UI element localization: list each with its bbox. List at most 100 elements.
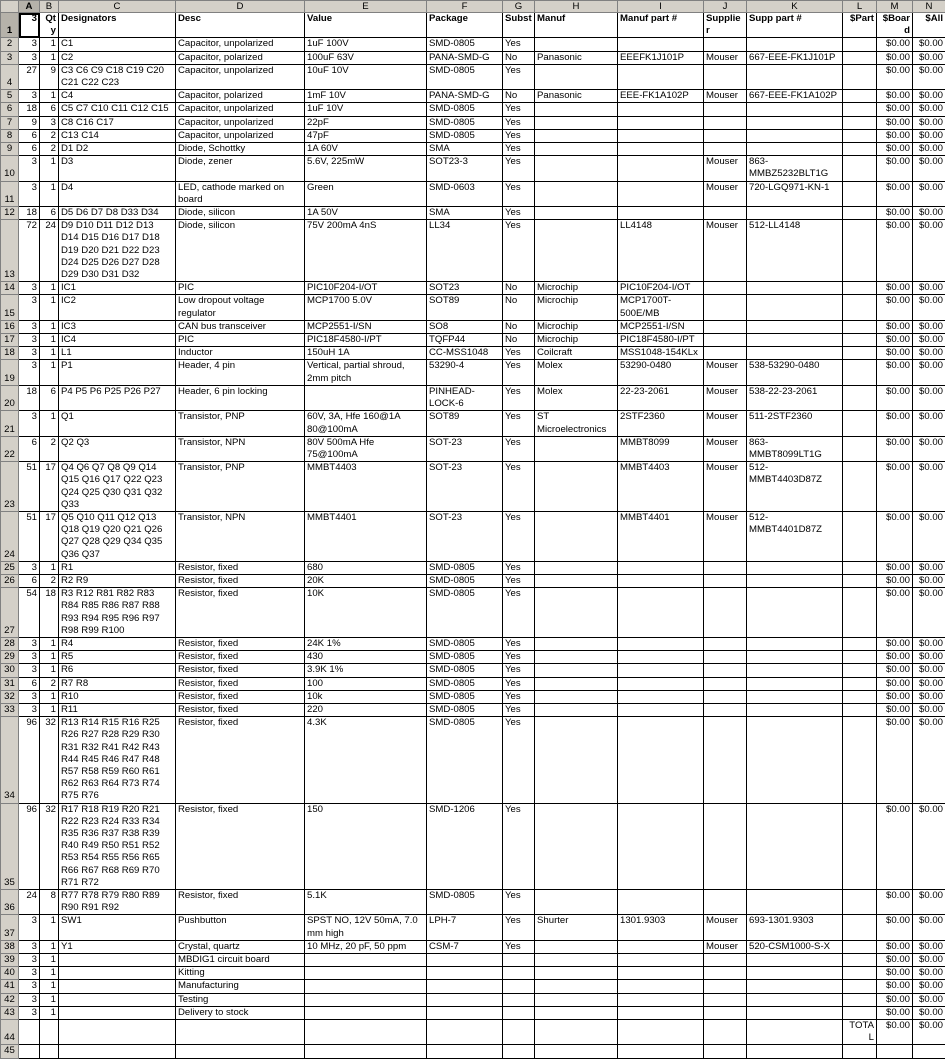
cell-f15[interactable]: SOT89: [427, 295, 503, 320]
cell-g17[interactable]: No: [503, 334, 535, 347]
cell-g21[interactable]: Yes: [503, 411, 535, 436]
cell-i13[interactable]: LL4148: [618, 220, 704, 282]
cell-m17[interactable]: $0.00: [877, 334, 913, 347]
row-header[interactable]: 35: [1, 803, 19, 889]
cell-m45[interactable]: [877, 1045, 913, 1058]
cell-c18[interactable]: L1: [59, 347, 176, 360]
cell-j36[interactable]: [704, 890, 747, 915]
cell-m2[interactable]: $0.00: [877, 38, 913, 51]
cell-l4[interactable]: [843, 64, 877, 89]
cell-j3[interactable]: Mouser: [704, 51, 747, 64]
cell-c37[interactable]: SW1: [59, 915, 176, 940]
cell-l41[interactable]: [843, 980, 877, 993]
cell-g3[interactable]: No: [503, 51, 535, 64]
cell-h20[interactable]: Molex: [535, 385, 618, 410]
row-header[interactable]: 31: [1, 677, 19, 690]
cell-g13[interactable]: Yes: [503, 220, 535, 282]
cell-h39[interactable]: [535, 954, 618, 967]
cell-l44[interactable]: TOTAL: [843, 1020, 877, 1045]
cell-c1[interactable]: Designators: [59, 13, 176, 38]
cell-i42[interactable]: [618, 993, 704, 1006]
cell-l22[interactable]: [843, 436, 877, 461]
cell-m33[interactable]: $0.00: [877, 703, 913, 716]
cell-l12[interactable]: [843, 207, 877, 220]
cell-d34[interactable]: Resistor, fixed: [176, 717, 305, 803]
cell-b22[interactable]: 2: [40, 436, 59, 461]
cell-i43[interactable]: [618, 1006, 704, 1019]
cell-b2[interactable]: 1: [40, 38, 59, 51]
cell-e29[interactable]: 430: [305, 651, 427, 664]
cell-f42[interactable]: [427, 993, 503, 1006]
cell-i10[interactable]: [618, 156, 704, 181]
cell-j28[interactable]: [704, 637, 747, 650]
cell-e14[interactable]: PIC10F204-I/OT: [305, 282, 427, 295]
cell-n7[interactable]: $0.00: [913, 116, 945, 129]
cell-i16[interactable]: MCP2551-I/SN: [618, 320, 704, 333]
cell-c10[interactable]: D3: [59, 156, 176, 181]
row-header[interactable]: 5: [1, 90, 19, 103]
cell-g28[interactable]: Yes: [503, 637, 535, 650]
cell-m10[interactable]: $0.00: [877, 156, 913, 181]
cell-i23[interactable]: MMBT4403: [618, 462, 704, 512]
cell-n32[interactable]: $0.00: [913, 690, 945, 703]
cell-l40[interactable]: [843, 967, 877, 980]
column-header-j[interactable]: J: [704, 1, 747, 13]
cell-k26[interactable]: [747, 574, 843, 587]
cell-f27[interactable]: SMD-0805: [427, 588, 503, 638]
row-header[interactable]: 7: [1, 116, 19, 129]
cell-b42[interactable]: 1: [40, 993, 59, 1006]
cell-b5[interactable]: 1: [40, 90, 59, 103]
cell-f39[interactable]: [427, 954, 503, 967]
cell-i18[interactable]: MSS1048-154KLx: [618, 347, 704, 360]
cell-k27[interactable]: [747, 588, 843, 638]
cell-h17[interactable]: Microchip: [535, 334, 618, 347]
cell-h30[interactable]: [535, 664, 618, 677]
cell-j18[interactable]: [704, 347, 747, 360]
cell-k4[interactable]: [747, 64, 843, 89]
cell-d5[interactable]: Capacitor, polarized: [176, 90, 305, 103]
row-header[interactable]: 2: [1, 38, 19, 51]
cell-n8[interactable]: $0.00: [913, 129, 945, 142]
cell-a17[interactable]: 3: [19, 334, 40, 347]
cell-c44[interactable]: [59, 1020, 176, 1045]
cell-j5[interactable]: Mouser: [704, 90, 747, 103]
cell-k5[interactable]: 667-EEE-FK1A102P: [747, 90, 843, 103]
cell-a43[interactable]: 3: [19, 1006, 40, 1019]
cell-d11[interactable]: LED, cathode marked on board: [176, 181, 305, 206]
cell-n33[interactable]: $0.00: [913, 703, 945, 716]
cell-j31[interactable]: [704, 677, 747, 690]
cell-f11[interactable]: SMD-0603: [427, 181, 503, 206]
cell-i35[interactable]: [618, 803, 704, 889]
cell-i39[interactable]: [618, 954, 704, 967]
cell-g2[interactable]: Yes: [503, 38, 535, 51]
cell-j43[interactable]: [704, 1006, 747, 1019]
cell-c5[interactable]: C4: [59, 90, 176, 103]
cell-h43[interactable]: [535, 1006, 618, 1019]
cell-b7[interactable]: 3: [40, 116, 59, 129]
cell-a24[interactable]: 51: [19, 511, 40, 561]
cell-k32[interactable]: [747, 690, 843, 703]
cell-f9[interactable]: SMA: [427, 143, 503, 156]
cell-g44[interactable]: [503, 1020, 535, 1045]
cell-a32[interactable]: 3: [19, 690, 40, 703]
cell-d25[interactable]: Resistor, fixed: [176, 561, 305, 574]
cell-l28[interactable]: [843, 637, 877, 650]
cell-j45[interactable]: [704, 1045, 747, 1058]
cell-h8[interactable]: [535, 129, 618, 142]
cell-m19[interactable]: $0.00: [877, 360, 913, 385]
cell-g38[interactable]: Yes: [503, 940, 535, 953]
cell-n41[interactable]: $0.00: [913, 980, 945, 993]
cell-e39[interactable]: [305, 954, 427, 967]
row-header[interactable]: 39: [1, 954, 19, 967]
cell-f7[interactable]: SMD-0805: [427, 116, 503, 129]
cell-l11[interactable]: [843, 181, 877, 206]
cell-a29[interactable]: 3: [19, 651, 40, 664]
cell-l31[interactable]: [843, 677, 877, 690]
cell-f31[interactable]: SMD-0805: [427, 677, 503, 690]
cell-l3[interactable]: [843, 51, 877, 64]
cell-e41[interactable]: [305, 980, 427, 993]
cell-g16[interactable]: No: [503, 320, 535, 333]
column-header-e[interactable]: E: [305, 1, 427, 13]
cell-e9[interactable]: 1A 60V: [305, 143, 427, 156]
